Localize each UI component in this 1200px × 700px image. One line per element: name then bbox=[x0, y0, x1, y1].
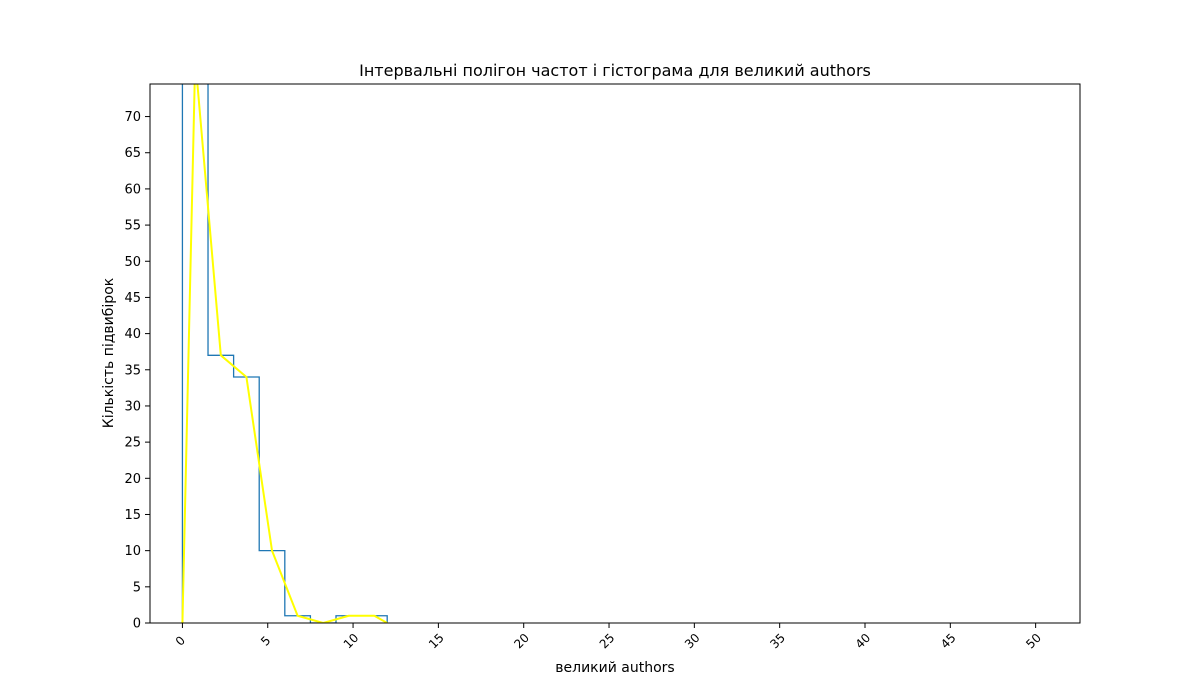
histogram-bar bbox=[234, 377, 260, 623]
y-tick-label: 45 bbox=[124, 291, 141, 306]
plot-frame bbox=[149, 83, 1081, 624]
x-axis: 0 5 10 15 20 25 30 35 40 45 50 bbox=[173, 623, 1044, 651]
y-tick-label: 55 bbox=[124, 219, 141, 234]
x-axis-label: великий authors bbox=[555, 660, 674, 676]
y-tick-label: 60 bbox=[124, 182, 141, 197]
x-tick-label: 20 bbox=[511, 631, 532, 652]
y-tick-label: 50 bbox=[124, 255, 141, 270]
y-tick-label: 40 bbox=[124, 327, 141, 342]
histogram-bar bbox=[259, 551, 285, 623]
y-tick-label: 65 bbox=[124, 146, 141, 161]
x-tick-label: 45 bbox=[938, 631, 959, 652]
y-tick-label: 25 bbox=[124, 436, 141, 451]
x-tick-label: 25 bbox=[597, 631, 618, 652]
histogram-bar bbox=[208, 355, 234, 623]
histogram-bar bbox=[182, 59, 208, 623]
x-tick-label: 40 bbox=[853, 631, 874, 652]
plot-area bbox=[181, 59, 388, 623]
y-tick-label: 0 bbox=[133, 617, 141, 632]
x-tick-label: 50 bbox=[1023, 631, 1044, 652]
y-tick-label: 70 bbox=[124, 110, 141, 125]
y-tick-label: 10 bbox=[124, 544, 141, 559]
chart-title: Інтервальні полігон частот і гістограма … bbox=[359, 61, 871, 80]
histogram-outline bbox=[181, 84, 388, 623]
histogram-bar bbox=[285, 616, 311, 623]
y-tick-label: 15 bbox=[124, 508, 141, 523]
histogram bbox=[181, 59, 388, 623]
x-tick-label: 10 bbox=[341, 631, 362, 652]
x-tick-label: 15 bbox=[426, 631, 447, 652]
y-tick-label: 35 bbox=[124, 363, 141, 378]
x-tick-label: 5 bbox=[258, 633, 273, 648]
polygon-line bbox=[181, 84, 388, 623]
x-tick-label: 0 bbox=[173, 633, 188, 648]
y-tick-label: 30 bbox=[124, 399, 141, 414]
y-tick-label: 5 bbox=[133, 580, 141, 595]
x-tick-label: 35 bbox=[767, 631, 788, 652]
y-tick-label: 20 bbox=[124, 472, 141, 487]
y-axis: 0 5 10 15 20 25 30 35 40 45 50 55 60 65 70 bbox=[124, 110, 150, 632]
y-axis-label: Кількість підвибірок bbox=[101, 278, 117, 428]
x-tick-label: 30 bbox=[682, 631, 703, 652]
histogram-bar bbox=[336, 616, 362, 623]
